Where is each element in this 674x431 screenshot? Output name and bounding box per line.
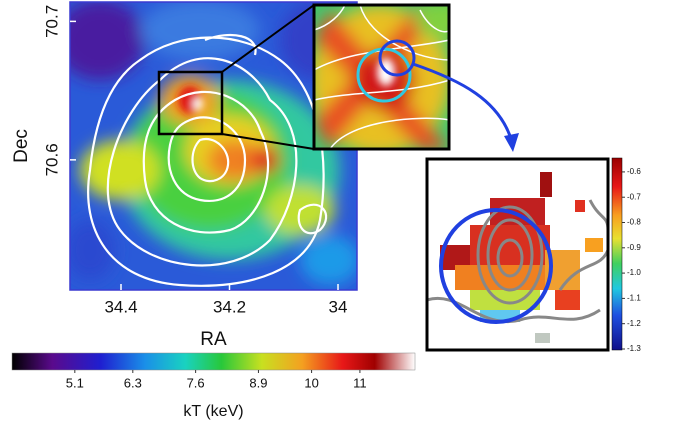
tick-label: -0.7: [627, 192, 641, 201]
zoom-box: [157, 70, 224, 136]
tick-label: 11: [353, 375, 367, 390]
x-tick-label: 34.4: [104, 297, 137, 316]
colorbar-detail: [611, 157, 623, 351]
arrow-head: [504, 133, 519, 152]
y-tick-label: 70.7: [42, 5, 61, 38]
x-axis-label: RA: [200, 329, 227, 350]
arrow: [412, 62, 514, 143]
colorbar-kt: [11, 352, 416, 371]
tick-label: -1.0: [627, 268, 641, 277]
tick-label: -1.2: [627, 319, 641, 328]
tick-label: -0.6: [627, 167, 641, 176]
tick-label: 5.1: [66, 375, 84, 390]
y-axis-label: Dec: [11, 129, 32, 163]
tick-label: 6.3: [124, 375, 142, 390]
tick-label: -1.3: [627, 344, 641, 353]
tick-label: -1.1: [627, 294, 641, 303]
tick-label: -0.9: [627, 243, 641, 252]
tick-label: -0.8: [627, 218, 641, 227]
zoom-line: [221, 4, 315, 73]
colorbar-label: kT (keV): [183, 403, 243, 420]
temperature-map: [70, 2, 357, 290]
tick-label: 10: [304, 375, 318, 390]
detail-map: [427, 159, 608, 350]
y-tick-label: 70.6: [42, 143, 61, 176]
tick-label: 8.9: [249, 375, 267, 390]
detail-frame: [425, 157, 610, 352]
zoom-map: [314, 5, 449, 149]
x-tick-label: 34.2: [213, 297, 246, 316]
zoom-line: [221, 133, 315, 150]
x-tick-label: 34: [329, 297, 348, 316]
tick-label: 7.6: [187, 375, 205, 390]
